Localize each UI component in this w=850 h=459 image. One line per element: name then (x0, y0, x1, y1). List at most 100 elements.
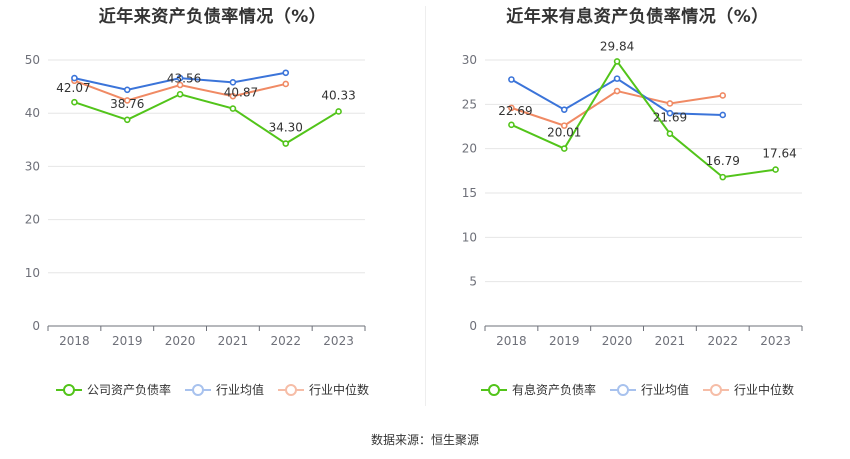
data-point[interactable] (560, 122, 568, 129)
data-point[interactable] (71, 74, 78, 82)
legend-label: 行业均值 (640, 383, 689, 397)
interest-debt-ratio-chart: 0 5 10 15 20 25 30 2018 2019 2020 2021 2022 2023 22.6… (462, 39, 803, 348)
data-point[interactable] (560, 145, 568, 152)
data-point[interactable] (508, 121, 515, 129)
x-tick-label: 2018 (59, 334, 90, 348)
y-tick-label: 0 (32, 319, 40, 333)
y-tick-label: 30 (25, 159, 40, 173)
x-tick-label: 2022 (270, 334, 301, 348)
data-point[interactable] (560, 106, 568, 113)
chart-title: 近年来有息资产负债率情况（%） (506, 7, 769, 27)
data-value-label: 40.87 (224, 86, 258, 100)
x-tick-label: 2022 (707, 334, 738, 348)
data-value-label: 29.84 (600, 39, 634, 53)
data-point[interactable] (176, 90, 184, 98)
y-tick-label: 20 (462, 142, 477, 156)
legend-swatch-icon (609, 383, 636, 397)
legend-label: 行业中位数 (309, 383, 370, 397)
x-tick-label: 2021 (218, 334, 249, 348)
legend-swatch-icon (55, 383, 82, 397)
series-line (511, 59, 776, 179)
data-point[interactable] (123, 97, 131, 104)
data-point[interactable] (282, 140, 290, 147)
legend-label: 行业均值 (215, 383, 264, 397)
data-point[interactable] (613, 75, 621, 82)
x-tick-label: 2020 (165, 334, 196, 348)
data-value-label: 38.76 (110, 97, 144, 111)
legend-label: 行业中位数 (734, 383, 795, 397)
data-value-label: 16.79 (706, 154, 740, 168)
data-point[interactable] (71, 98, 78, 106)
legend-item[interactable]: 行业均值 (184, 381, 264, 398)
data-point[interactable] (719, 92, 727, 99)
data-point[interactable] (772, 166, 779, 173)
data-point[interactable] (508, 76, 515, 83)
series-line (511, 89, 723, 127)
data-value-label: 17.64 (762, 147, 796, 161)
data-point[interactable] (229, 79, 237, 86)
legend-swatch-icon (184, 383, 211, 397)
data-point[interactable] (719, 173, 727, 181)
data-point[interactable] (176, 81, 184, 89)
data-point[interactable] (666, 100, 674, 107)
data-value-label: 34.30 (269, 121, 303, 135)
data-point[interactable] (666, 109, 674, 117)
data-value-label: 42.07 (56, 81, 90, 95)
x-tick-label: 2019 (549, 334, 580, 348)
chart-legend: 公司资产负债率 行业均值 行业中位数 (0, 381, 425, 398)
series-line (510, 77, 723, 116)
data-point[interactable] (123, 116, 131, 124)
y-tick-label: 10 (462, 230, 477, 244)
data-point[interactable] (282, 80, 290, 88)
data-point[interactable] (282, 69, 290, 77)
debt-ratio-panel: 近年来资产负债率情况（%） 0 10 20 30 40 50 2018 2019 2020 202… (0, 0, 425, 410)
x-tick-label: 2020 (602, 334, 633, 348)
data-point[interactable] (335, 108, 342, 115)
data-value-label: 20.01 (547, 126, 581, 140)
data-point[interactable] (719, 111, 727, 119)
legend-item[interactable]: 行业中位数 (278, 381, 369, 398)
y-tick-label: 20 (25, 213, 40, 227)
x-tick-label: 2019 (112, 334, 143, 348)
legend-swatch-icon (703, 383, 729, 397)
data-point[interactable] (123, 86, 131, 94)
data-point[interactable] (229, 92, 237, 100)
data-point[interactable] (666, 130, 674, 137)
legend-label: 公司资产负债率 (86, 383, 171, 397)
legend-label: 有息资产负债率 (511, 383, 596, 397)
y-tick-label: 30 (462, 53, 477, 67)
chart-legend: 有息资产负债率 行业均值 行业中位数 (425, 381, 850, 398)
interest-debt-ratio-panel: 近年来有息资产负债率情况（%） 0 5 10 15 20 25 30 2018 2019 2020… (425, 0, 850, 410)
legend-item[interactable]: 行业均值 (609, 381, 689, 398)
data-value-label: 40.33 (321, 88, 355, 102)
data-value-label: 43.56 (167, 71, 201, 85)
x-tick-label: 2018 (496, 334, 527, 348)
y-tick-label: 15 (462, 186, 477, 200)
data-point[interactable] (508, 104, 515, 112)
y-tick-label: 5 (469, 275, 477, 289)
y-tick-label: 0 (469, 319, 477, 333)
data-point[interactable] (176, 74, 184, 82)
data-source-note: 数据来源：恒生聚源 (370, 433, 479, 447)
panel-divider (425, 6, 426, 406)
debt-ratio-chart: 0 10 20 30 40 50 2018 2019 2020 2021 2022 2023 42.07… (25, 53, 366, 348)
y-tick-label: 40 (25, 106, 40, 120)
data-value-label: 21.69 (653, 111, 687, 125)
y-tick-label: 10 (25, 266, 40, 280)
legend-swatch-icon (480, 383, 507, 397)
x-tick-label: 2023 (323, 334, 354, 348)
data-point[interactable] (229, 105, 237, 112)
legend-item[interactable]: 公司资产负债率 (55, 381, 171, 398)
x-tick-label: 2021 (655, 334, 686, 348)
series-line (74, 93, 340, 145)
data-point[interactable] (613, 58, 621, 65)
legend-swatch-icon (278, 383, 304, 397)
y-tick-label: 50 (25, 53, 40, 67)
chart-title: 近年来资产负债率情况（%） (98, 7, 327, 27)
x-tick-label: 2023 (760, 334, 791, 348)
legend-item[interactable]: 有息资产负债率 (480, 381, 596, 398)
data-point[interactable] (613, 87, 621, 95)
y-tick-label: 25 (462, 97, 477, 111)
legend-item[interactable]: 行业中位数 (703, 381, 794, 398)
data-value-label: 22.69 (498, 104, 532, 118)
